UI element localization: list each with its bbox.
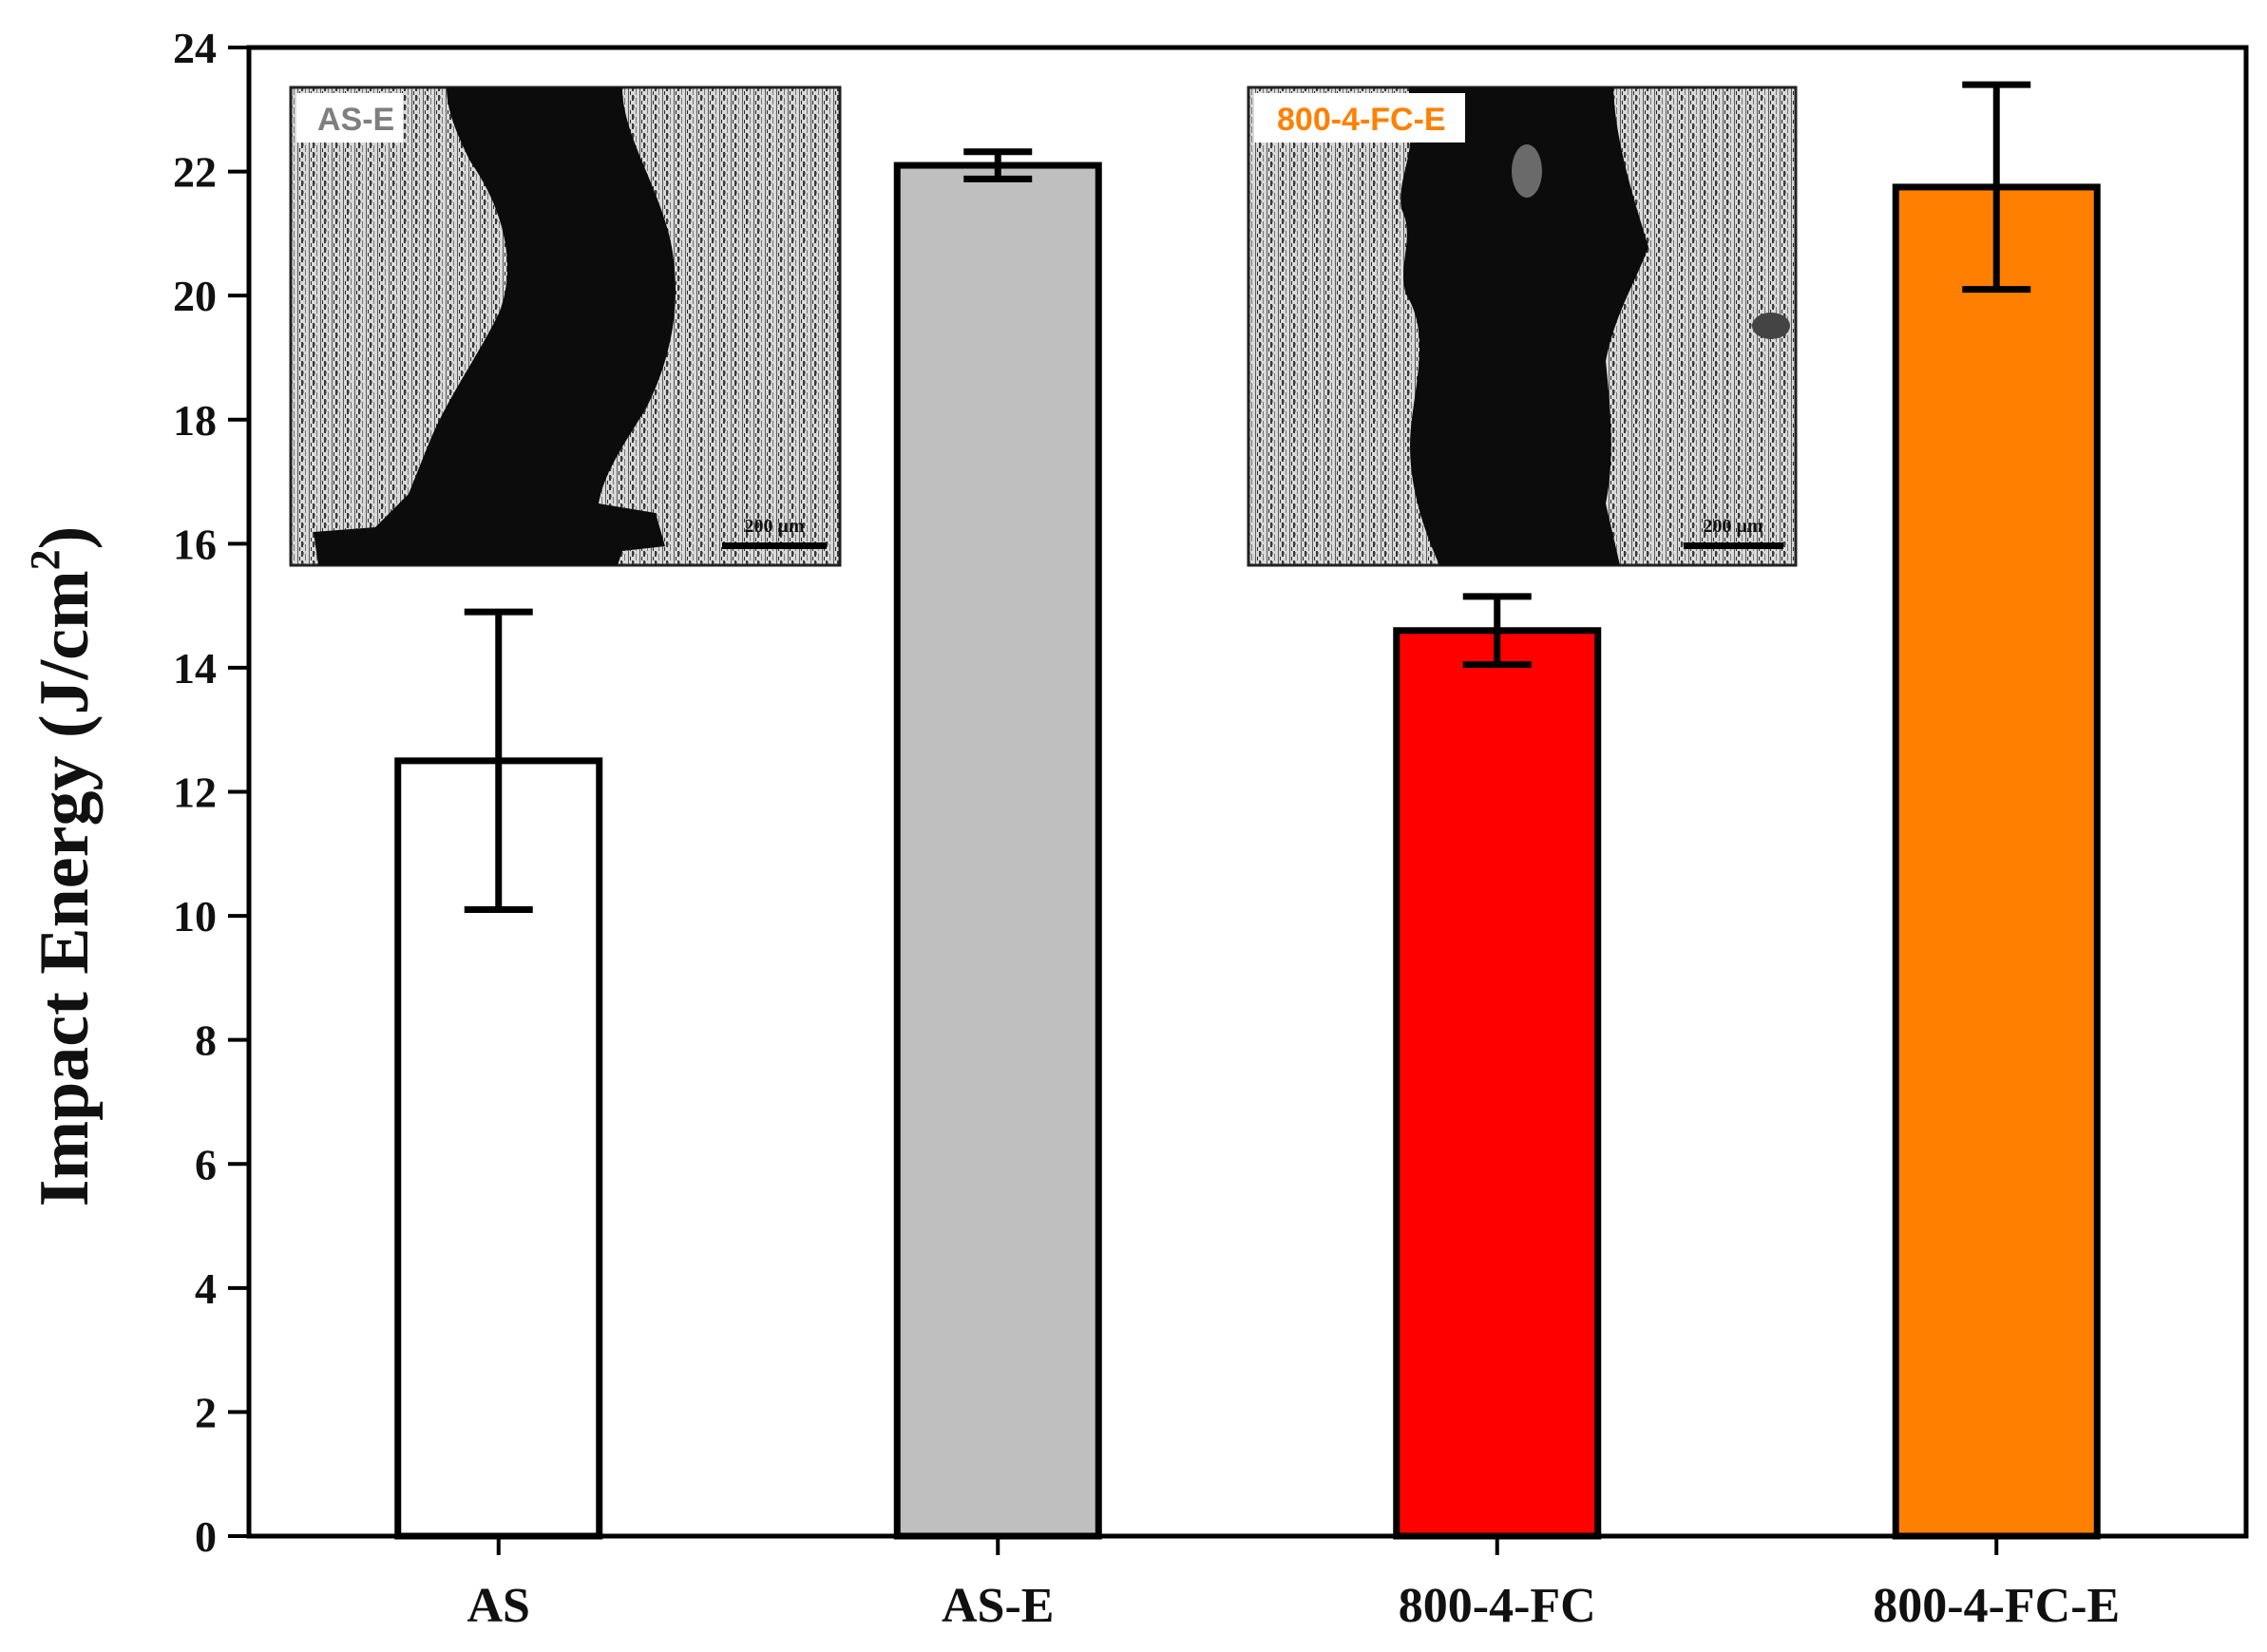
y-tick-label: 14 (173, 644, 217, 693)
bar (893, 161, 1102, 1540)
x-axis-ticks: AS AS-E 800-4-FC 800-4-FC-E (467, 1536, 2120, 1633)
scale-bar-label: 200 μm (745, 516, 805, 537)
inset-tag-label: 800-4-FC-E (1277, 102, 1446, 138)
inset-micrograph-800-4-fc-e: 800-4-FC-E 200 μm (1247, 85, 1798, 567)
inset-tag-label: AS-E (317, 102, 394, 138)
y-tick-label: 2 (195, 1388, 217, 1436)
y-axis-title-close: ) (26, 526, 104, 550)
y-tick-label: 16 (173, 520, 217, 568)
inset-tag-box (1254, 93, 1465, 142)
x-category-label: AS-E (942, 1579, 1054, 1633)
y-tick-label: 18 (173, 396, 217, 445)
y-tick-label: 6 (195, 1140, 217, 1188)
y-tick-label: 12 (173, 769, 217, 817)
crack-shape (314, 87, 676, 565)
bar-series (394, 161, 2101, 1540)
bar (1393, 627, 1602, 1540)
pit-spot (1752, 313, 1790, 339)
crack-shape (1400, 87, 1648, 565)
scale-bar (722, 542, 827, 549)
scale-bar (1684, 542, 1783, 549)
plot-frame (246, 45, 2249, 1539)
y-tick-label: 8 (195, 1016, 217, 1065)
y-tick-label: 4 (195, 1264, 217, 1313)
y-tick-label: 24 (173, 24, 217, 72)
y-tick-label: 20 (173, 272, 217, 320)
inclusion-spot (1512, 144, 1542, 198)
inset-tag-box (296, 93, 403, 142)
inset-micrograph-as-e: AS-E 200 μm (289, 85, 842, 567)
y-tick-label: 22 (173, 148, 217, 197)
y-axis-title-superscript: 2 (22, 549, 68, 570)
y-axis-title-main: Impact Energy (J/cm (26, 570, 104, 1206)
y-axis-title: Impact Energy (J/cm2) (22, 526, 104, 1207)
bar (1892, 183, 2101, 1540)
x-category-label: AS (467, 1579, 530, 1633)
y-tick-label: 10 (173, 892, 217, 940)
y-tick-label: 0 (195, 1512, 217, 1561)
scale-bar-label: 200 μm (1704, 516, 1763, 537)
x-category-label: 800-4-FC (1399, 1579, 1596, 1633)
x-category-label: 800-4-FC-E (1873, 1579, 2120, 1633)
error-bars (464, 81, 2031, 914)
